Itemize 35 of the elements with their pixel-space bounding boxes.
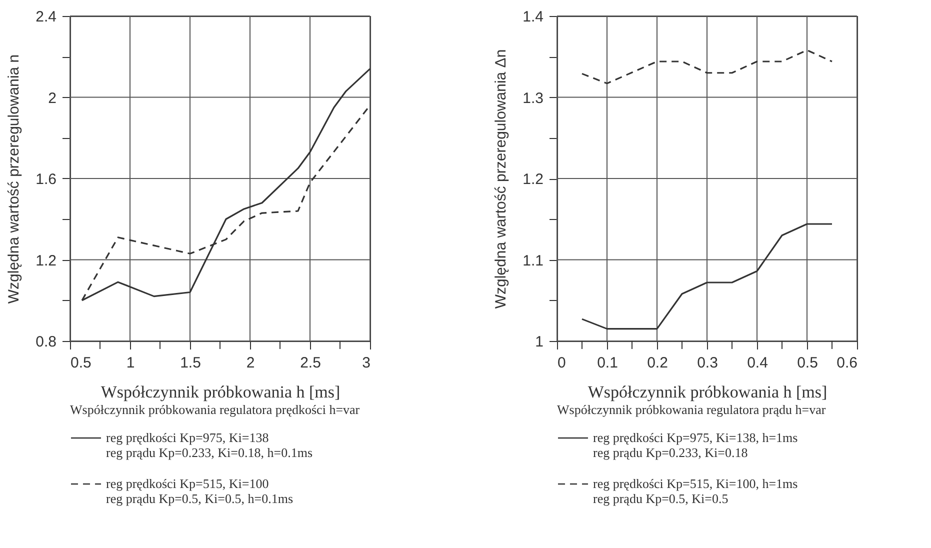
line-series bbox=[581, 49, 833, 84]
legend-title: Współczynnik próbkowania regulatora prądu h=var bbox=[557, 402, 826, 417]
legend-label: reg prędkości Kp=975, Ki=138, h=1ms reg prądu Kp=0.233, Ki=0.18 bbox=[593, 430, 798, 460]
y-tick-label: 1.2 bbox=[36, 252, 56, 270]
x-tick-label: 3 bbox=[362, 354, 370, 372]
y-tick-label: 2 bbox=[48, 90, 56, 107]
legend-label: reg prędkości Kp=975, Ki=138 reg prądu Kp=0.233, Ki=0.18, h=0.1ms bbox=[106, 430, 313, 460]
y-tick-label: 2.4 bbox=[36, 8, 56, 26]
x-axis-title: Współczynnik próbkowania h [ms] bbox=[100, 382, 340, 402]
x-tick-label: 2 bbox=[246, 354, 255, 372]
legend-label: reg prędkości Kp=515, Ki=100 reg prądu Kp=0.5, Ki=0.5, h=0.1ms bbox=[106, 476, 294, 506]
x-tick-label: 0.4 bbox=[747, 354, 768, 372]
x-tick-label: 1 bbox=[126, 354, 135, 372]
x-tick-label: 0.3 bbox=[697, 354, 718, 372]
y-axis-title: Względna wartość przeregulowania Δn bbox=[492, 49, 510, 309]
x-axis-title: Współczynnik próbkowania h [ms] bbox=[588, 382, 828, 402]
y-tick-label: 1.4 bbox=[522, 8, 544, 26]
x-tick-label: 1.5 bbox=[180, 354, 201, 372]
y-tick-label: 1.2 bbox=[522, 171, 544, 188]
y-tick-label: 0.8 bbox=[36, 334, 56, 350]
y-tick-label: 1.3 bbox=[522, 90, 544, 107]
x-tick-label: 0.5 bbox=[70, 354, 92, 372]
x-tick-label: 0 bbox=[558, 354, 566, 372]
line-series bbox=[581, 223, 833, 330]
x-tick-label: 2.5 bbox=[300, 354, 321, 372]
x-tick-label: 0.1 bbox=[597, 354, 618, 372]
x-tick-label: 0.6 bbox=[836, 354, 858, 372]
y-tick-label: 1 bbox=[535, 334, 544, 350]
legend-label: reg prędkości Kp=515, Ki=100, h=1ms reg prądu Kp=0.5, Ki=0.5 bbox=[593, 476, 798, 506]
x-tick-label: 0.2 bbox=[647, 354, 668, 372]
x-tick-label: 0.5 bbox=[797, 354, 818, 372]
y-tick-label: 1.1 bbox=[522, 252, 544, 270]
y-tick-label: 1.6 bbox=[36, 171, 56, 188]
y-axis-title: Względna wartość przeregulowania n bbox=[6, 54, 23, 304]
legend-title: Współczynnik próbkowania regulatora prędkości h=var bbox=[70, 402, 360, 417]
